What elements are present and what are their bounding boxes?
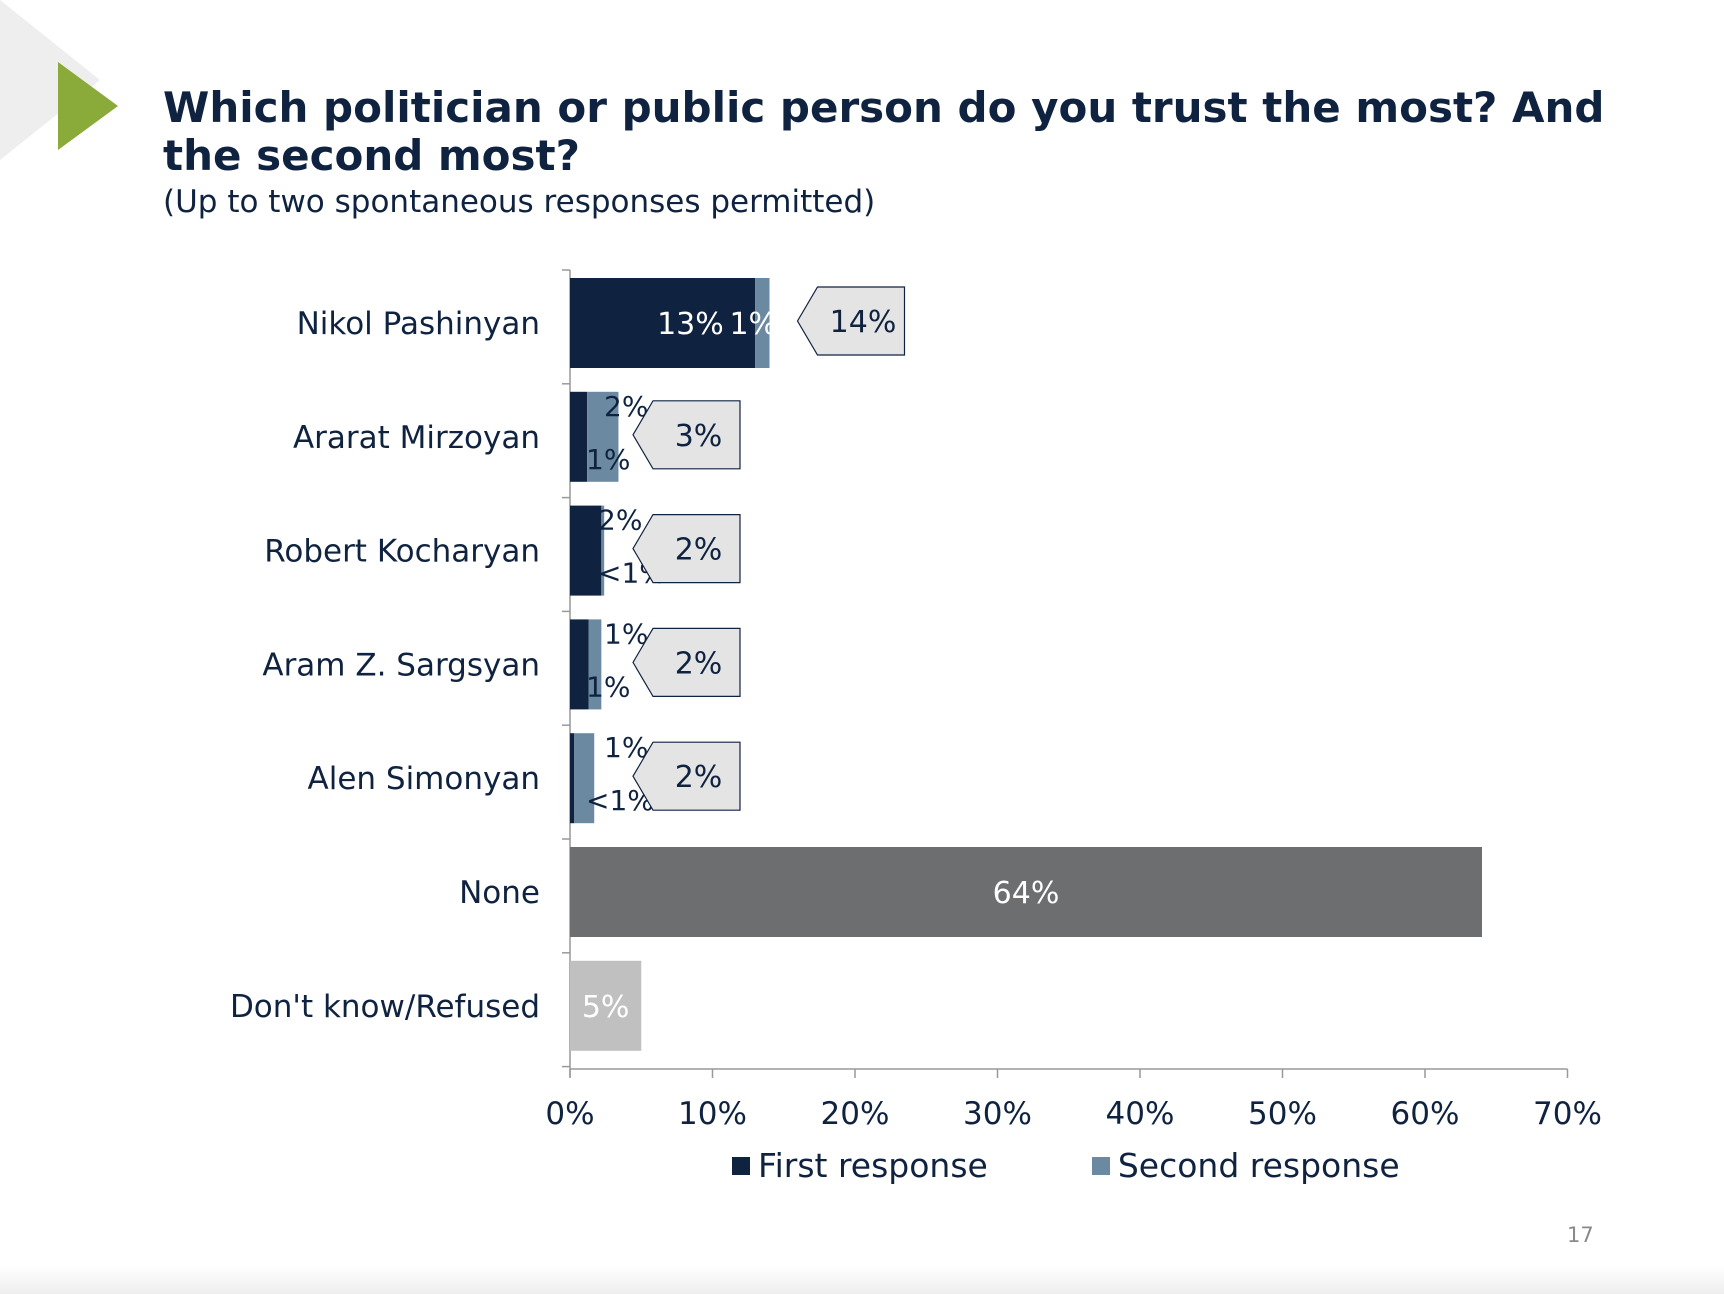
legend-swatch-first-response: [732, 1156, 750, 1175]
bar-data-label: 1%: [729, 307, 777, 342]
bar-data-label: 1%: [586, 443, 630, 476]
bar-don-t-know-refused: [570, 960, 642, 1051]
total-label: 2%: [675, 646, 723, 681]
bar-chart: 0% 10% 20% 30% 40% 50% 60% 70% Nikol Pashinyan 13…: [230, 269, 1602, 1132]
total-label: 2%: [675, 533, 723, 568]
x-tick-label: 0%: [545, 1096, 594, 1132]
total-callout: [632, 741, 741, 811]
category-label: None: [459, 875, 540, 911]
category-label: Alen Simonyan: [308, 761, 541, 797]
chart-legend: First response Second response: [732, 1146, 1504, 1185]
legend-label-second-response: Second response: [1117, 1146, 1400, 1185]
x-tick-label: 40%: [1106, 1096, 1175, 1132]
total-callout: [632, 513, 741, 584]
chart-subtitle: (Up to two spontaneous responses permitt…: [163, 184, 876, 220]
legend-label-first-response: First response: [758, 1146, 988, 1185]
bar-first-response: [570, 733, 575, 824]
bar-data-label: 1%: [604, 617, 648, 650]
legend-item-first-response: First response: [732, 1146, 988, 1185]
bar-second-response: [587, 391, 619, 482]
total-label: 14%: [830, 305, 897, 340]
total-label: 3%: [675, 419, 723, 454]
play-triangle-icon: [58, 62, 118, 150]
bar-second-response: [755, 278, 770, 368]
category-label: Nikol Pashinyan: [297, 306, 540, 342]
legend-swatch-second-response: [1091, 1156, 1110, 1175]
bar-data-label: 13%: [657, 307, 724, 342]
total-callout: [796, 286, 906, 356]
bar-first-response: [570, 278, 756, 368]
total-callout: [632, 400, 741, 470]
x-tick-label: 20%: [821, 1096, 890, 1132]
bar-data-label: 2%: [604, 390, 648, 423]
category-label: Ararat Mirzoyan: [293, 420, 540, 456]
x-tick-label: 10%: [678, 1096, 747, 1132]
bar-none: [570, 847, 1482, 937]
bar-data-label: 1%: [586, 670, 630, 703]
x-tick-label: 70%: [1533, 1096, 1602, 1132]
bottom-band: [0, 1266, 1724, 1294]
bar-data-label: 64%: [993, 876, 1060, 911]
category-label: Don't know/Refused: [230, 989, 540, 1025]
bar-data-label: 1%: [604, 731, 648, 764]
x-tick-label: 60%: [1391, 1096, 1460, 1132]
x-tick-label: 30%: [963, 1096, 1032, 1132]
x-tick-label: 50%: [1248, 1096, 1317, 1132]
total-label: 2%: [675, 760, 723, 795]
bar-data-label: 5%: [582, 990, 630, 1025]
legend-item-second-response: Second response: [1091, 1146, 1400, 1185]
bar-second-response: [601, 505, 605, 596]
bar-second-response: [574, 733, 595, 824]
category-label: Aram Z. Sargsyan: [262, 647, 540, 683]
total-callout: [632, 627, 741, 698]
bar-second-response: [588, 619, 602, 710]
page-number: 17: [1567, 1223, 1594, 1247]
bar-first-response: [570, 619, 589, 710]
bar-data-label: 2%: [598, 504, 642, 537]
chart-title: Which politician or public person do you…: [163, 83, 1605, 180]
background-triangle-decoration: [0, 0, 118, 160]
category-label: Robert Kocharyan: [264, 534, 540, 570]
bar-first-response: [570, 505, 602, 596]
bar-first-response: [570, 391, 588, 482]
